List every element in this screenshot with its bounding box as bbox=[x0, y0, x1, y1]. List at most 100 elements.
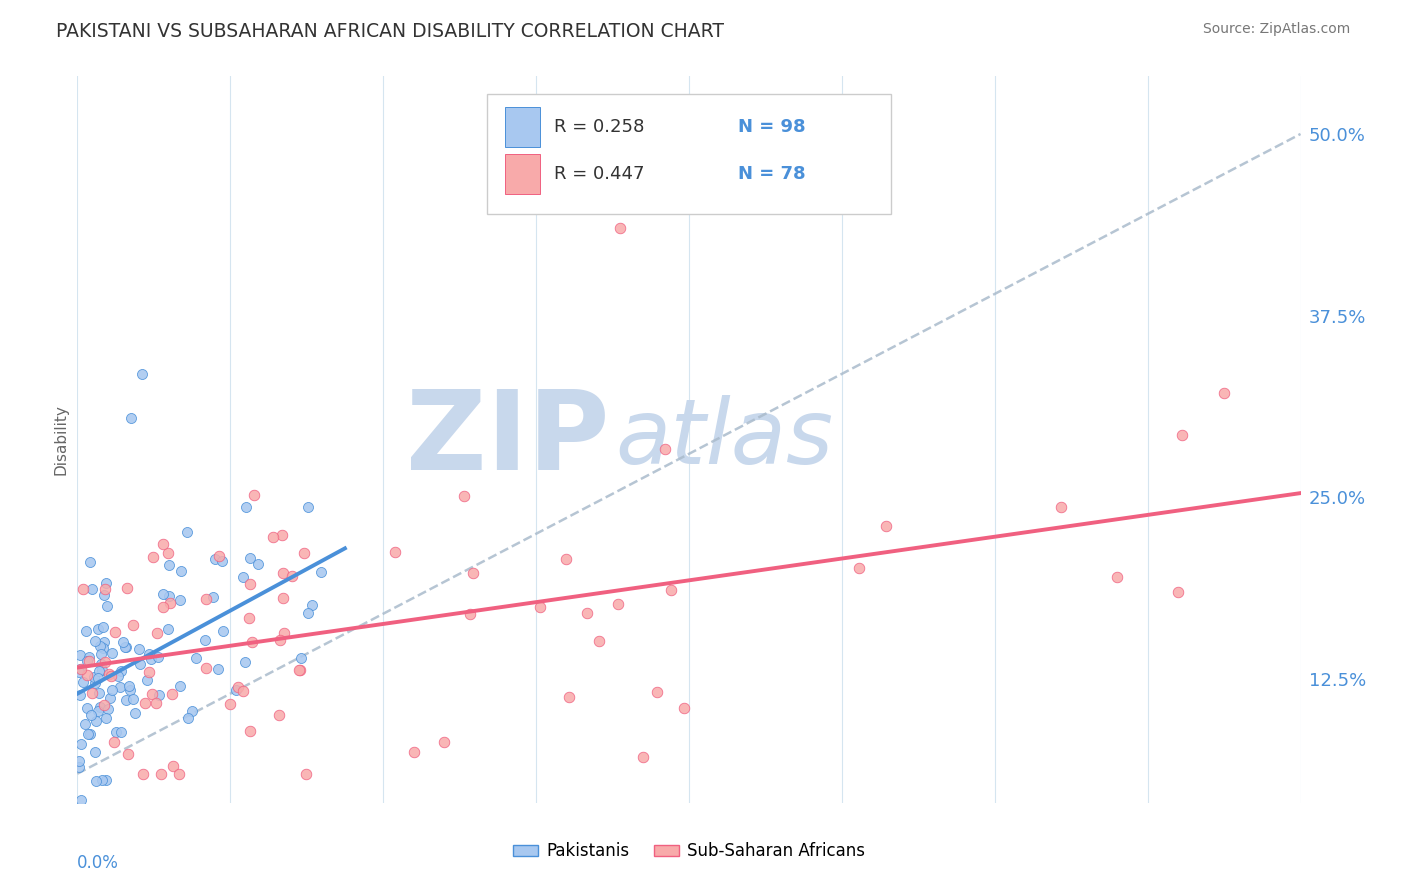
Point bbox=[90, 657, 112, 671]
Point bbox=[243, 488, 266, 502]
Point bbox=[94, 772, 117, 787]
Point bbox=[238, 577, 260, 591]
Point bbox=[131, 367, 153, 381]
Point bbox=[453, 489, 475, 503]
Point bbox=[169, 592, 191, 607]
FancyBboxPatch shape bbox=[486, 94, 891, 214]
Point bbox=[87, 664, 110, 678]
Point bbox=[267, 707, 290, 722]
Point bbox=[157, 546, 180, 560]
Point bbox=[118, 679, 141, 693]
Point bbox=[120, 410, 142, 425]
Point bbox=[588, 634, 610, 648]
Point bbox=[238, 611, 260, 625]
Point bbox=[98, 690, 121, 705]
Point bbox=[146, 626, 169, 640]
Point bbox=[72, 582, 94, 596]
Point bbox=[89, 639, 111, 653]
Point bbox=[292, 546, 315, 560]
Text: N = 78: N = 78 bbox=[738, 165, 806, 183]
Text: PAKISTANI VS SUBSAHARAN AFRICAN DISABILITY CORRELATION CHART: PAKISTANI VS SUBSAHARAN AFRICAN DISABILI… bbox=[56, 22, 724, 41]
Point bbox=[84, 714, 107, 728]
Point bbox=[87, 704, 110, 718]
Point bbox=[271, 591, 294, 606]
Point bbox=[69, 662, 91, 676]
Point bbox=[848, 561, 870, 575]
Point bbox=[529, 600, 551, 615]
Point bbox=[80, 707, 103, 722]
Point bbox=[122, 617, 145, 632]
Point bbox=[128, 657, 150, 672]
Point bbox=[145, 696, 167, 710]
Point bbox=[212, 624, 235, 638]
Point bbox=[301, 598, 323, 612]
Point bbox=[402, 745, 425, 759]
Point bbox=[239, 550, 262, 565]
Point bbox=[659, 582, 682, 597]
Point bbox=[80, 686, 103, 700]
Point bbox=[235, 500, 257, 515]
Point bbox=[122, 692, 145, 706]
Point bbox=[295, 766, 318, 780]
Point bbox=[170, 564, 193, 578]
Point bbox=[207, 549, 229, 563]
Point bbox=[84, 745, 107, 759]
Point bbox=[77, 649, 100, 664]
Point bbox=[93, 588, 115, 602]
Point bbox=[207, 661, 229, 675]
Point bbox=[202, 590, 225, 604]
Point bbox=[288, 663, 311, 677]
Point bbox=[94, 582, 117, 596]
Point bbox=[204, 551, 226, 566]
Point bbox=[232, 684, 254, 698]
Point bbox=[124, 706, 146, 721]
Point bbox=[91, 641, 114, 656]
Point bbox=[142, 550, 165, 565]
Point bbox=[672, 701, 695, 715]
Point bbox=[609, 221, 631, 235]
Point bbox=[141, 687, 163, 701]
Point bbox=[228, 680, 250, 694]
Point bbox=[169, 766, 191, 780]
Point bbox=[273, 566, 295, 580]
Point bbox=[72, 675, 94, 690]
Point bbox=[1170, 428, 1192, 442]
Point bbox=[433, 735, 456, 749]
Point bbox=[240, 635, 263, 649]
Point bbox=[219, 697, 242, 711]
Point bbox=[162, 759, 184, 773]
FancyBboxPatch shape bbox=[506, 107, 540, 146]
Point bbox=[87, 671, 110, 685]
Point bbox=[86, 623, 108, 637]
Point bbox=[101, 646, 124, 660]
Point bbox=[157, 589, 180, 603]
Legend: Pakistanis, Sub-Saharan Africans: Pakistanis, Sub-Saharan Africans bbox=[506, 836, 872, 867]
Point bbox=[558, 690, 581, 705]
Point bbox=[115, 692, 138, 706]
Point bbox=[84, 774, 107, 789]
Point bbox=[297, 606, 319, 620]
Point bbox=[146, 650, 169, 665]
Point bbox=[269, 632, 291, 647]
Point bbox=[246, 557, 269, 571]
Point bbox=[232, 570, 254, 584]
Point bbox=[97, 666, 120, 681]
Point bbox=[463, 566, 485, 581]
Point bbox=[69, 662, 91, 676]
Point bbox=[239, 724, 262, 739]
Point bbox=[94, 655, 117, 669]
Point bbox=[554, 551, 576, 566]
Point bbox=[654, 442, 676, 457]
Point bbox=[177, 711, 200, 725]
Point bbox=[90, 647, 112, 661]
Point bbox=[69, 689, 91, 703]
Point bbox=[107, 669, 129, 683]
Point bbox=[176, 524, 198, 539]
Point bbox=[97, 702, 120, 716]
Text: Source: ZipAtlas.com: Source: ZipAtlas.com bbox=[1202, 22, 1350, 37]
Point bbox=[76, 700, 98, 714]
Point bbox=[169, 679, 191, 693]
Point bbox=[631, 749, 654, 764]
Point bbox=[576, 606, 599, 620]
Point bbox=[93, 635, 115, 649]
